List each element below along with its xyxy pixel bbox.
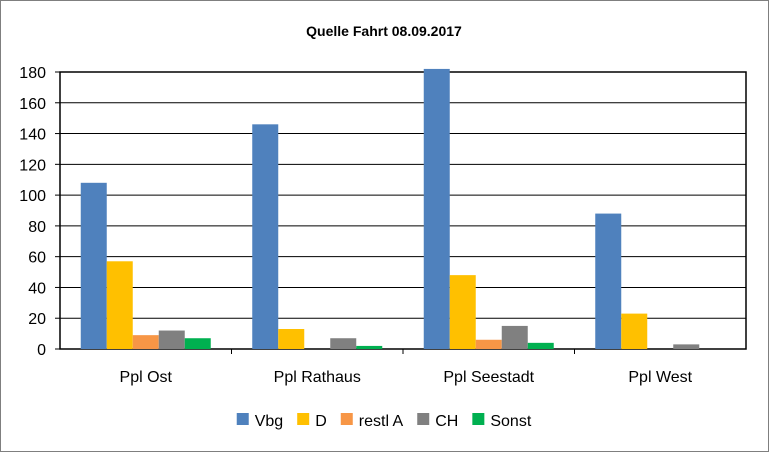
- x-axis-categories: Ppl Ost Ppl Rathaus Ppl Seestadt Ppl West: [120, 349, 693, 386]
- x-category-label: Ppl Seestadt: [443, 369, 534, 386]
- bar: [475, 339, 502, 349]
- y-tick-label: 60: [28, 250, 46, 267]
- legend-entry: CH: [435, 413, 458, 430]
- y-tick-label: 120: [19, 157, 46, 174]
- bar: [158, 330, 185, 349]
- legend-swatch: [297, 413, 310, 425]
- bar: [527, 342, 554, 349]
- y-tick-label: 80: [28, 219, 46, 236]
- bar: [673, 344, 700, 349]
- bar: [132, 335, 159, 349]
- y-tick-label: 40: [28, 280, 46, 297]
- legend-swatch: [340, 413, 353, 425]
- legend-entry: D: [315, 413, 327, 430]
- bar: [278, 328, 305, 349]
- legend-entry: Sonst: [490, 413, 531, 430]
- y-tick-label: 0: [37, 342, 46, 359]
- bar: [423, 68, 450, 349]
- plot-area-border: [59, 71, 747, 350]
- y-tick-label: 160: [19, 96, 46, 113]
- bar: [501, 325, 528, 349]
- bars: [80, 68, 700, 349]
- legend-swatch: [417, 413, 430, 425]
- chart-title: Quelle Fahrt 08.09.2017: [306, 23, 462, 39]
- bar: [449, 275, 476, 349]
- x-category-label: Ppl Rathaus: [274, 369, 361, 386]
- bar: [184, 338, 211, 349]
- gridlines: [59, 71, 747, 350]
- y-tick-label: 180: [19, 65, 46, 82]
- legend-swatch: [472, 413, 485, 425]
- legend-entry: Vbg: [255, 413, 283, 430]
- x-category-label: Ppl West: [628, 369, 692, 386]
- bar: [595, 213, 622, 349]
- legend-entry: restl A: [359, 413, 404, 430]
- y-axis-ticks: 0 20 40 60 80 100 120 140 160 180: [19, 65, 60, 359]
- bar: [330, 338, 357, 349]
- legend-swatch: [236, 413, 249, 425]
- bar: [80, 182, 107, 349]
- bar: [106, 261, 133, 349]
- x-category-label: Ppl Ost: [120, 369, 173, 386]
- bar: [621, 313, 648, 349]
- bar: [356, 345, 383, 349]
- y-tick-label: 140: [19, 127, 46, 144]
- bar: [252, 124, 279, 349]
- y-tick-label: 100: [19, 188, 46, 205]
- y-tick-label: 20: [28, 311, 46, 328]
